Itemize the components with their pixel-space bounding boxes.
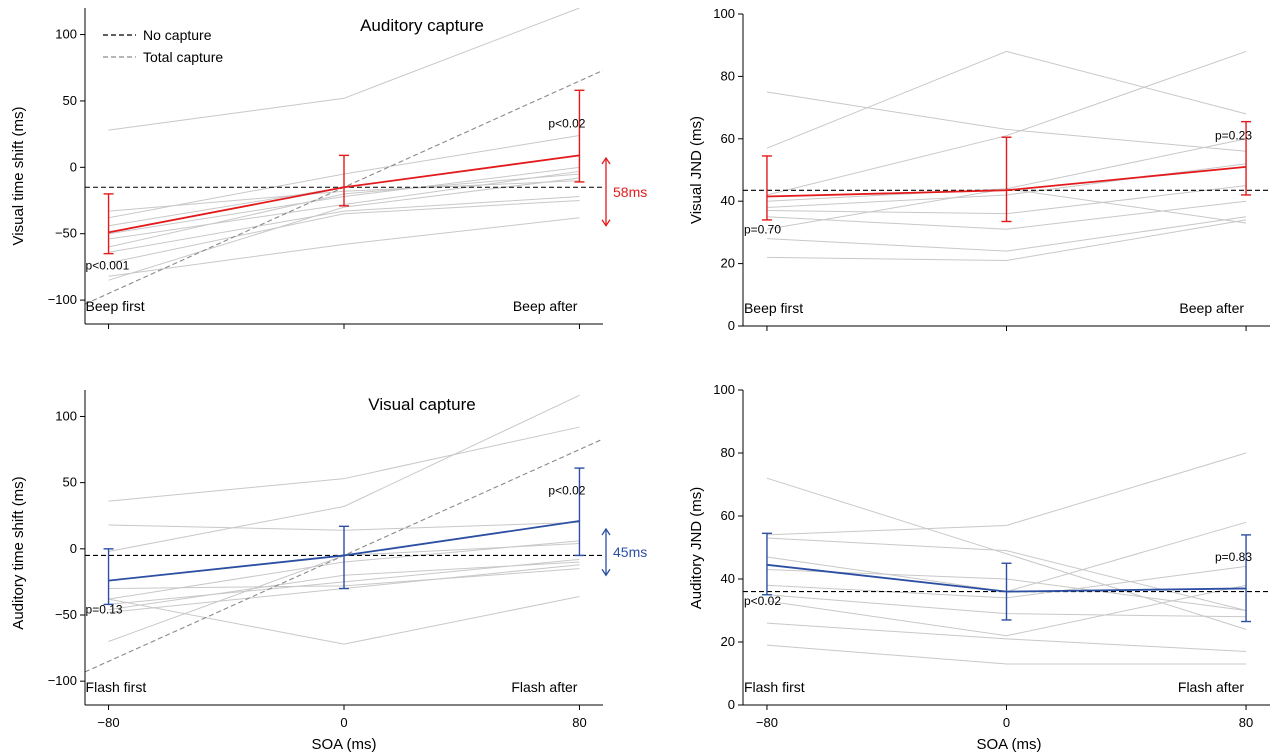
subject-line xyxy=(766,50,1247,149)
subject-line xyxy=(108,394,580,552)
panel-auditory-time-shift: Visual capture Auditory time shift (ms) … xyxy=(10,390,647,753)
subject-line xyxy=(766,584,1247,637)
y-tick-label: −100 xyxy=(48,292,77,307)
y-tick-label: 100 xyxy=(713,6,735,21)
subject-line xyxy=(766,477,1247,630)
y-tick-label: 50 xyxy=(63,475,77,490)
subject-line xyxy=(108,8,580,131)
subject-line xyxy=(108,595,580,645)
x-tick-label: 80 xyxy=(572,715,586,730)
y-tick-label: 60 xyxy=(721,508,735,523)
y-tick-label: −100 xyxy=(48,673,77,688)
subject-line xyxy=(766,644,1247,665)
subject-line xyxy=(108,177,580,281)
p-value-label: p<0.001 xyxy=(86,259,130,273)
y-tick-label: 100 xyxy=(55,408,77,423)
x-tick-label: −80 xyxy=(98,715,120,730)
y-tick-label: 40 xyxy=(721,571,735,586)
subject-line xyxy=(766,200,1247,230)
p-value-label: p<0.02 xyxy=(548,117,585,131)
y-tick-label: 20 xyxy=(721,256,735,271)
y-tick-label: 0 xyxy=(728,318,735,333)
shift-arrow-head-up xyxy=(601,156,611,165)
corner-label-left: Flash first xyxy=(86,679,147,695)
shift-arrow-head-down xyxy=(601,219,611,227)
p-value-label: p=0.13 xyxy=(86,603,123,617)
subject-line xyxy=(766,91,1247,152)
y-tick-label: 60 xyxy=(721,131,735,146)
p-value-label: p=0.23 xyxy=(1215,129,1252,143)
corner-label-right: Beep after xyxy=(1179,300,1244,316)
p-value-label: p<0.02 xyxy=(548,484,585,498)
shift-arrow-head-up xyxy=(601,527,611,536)
y-tick-label: 100 xyxy=(55,27,77,42)
subject-line xyxy=(766,622,1247,652)
corner-label-right: Flash after xyxy=(511,679,577,695)
panel-auditory-jnd: Auditory JND (ms) SOA (ms) 0 20 40 60 80 100 −… xyxy=(688,382,1270,753)
corner-label-right: Beep after xyxy=(513,298,578,314)
subject-line xyxy=(766,50,1247,196)
corner-label-left: Beep first xyxy=(86,298,145,314)
p-value-label: p<0.02 xyxy=(744,594,781,608)
shift-arrow-label: 45ms xyxy=(613,544,647,560)
panel-c-title: Visual capture xyxy=(368,395,475,414)
y-tick-label: −50 xyxy=(55,607,77,622)
y-tick-label: −50 xyxy=(55,226,77,241)
panel-c-ylabel: Auditory time shift (ms) xyxy=(10,476,27,629)
y-tick-label: 0 xyxy=(70,159,77,174)
y-tick-label: 0 xyxy=(70,541,77,556)
subject-line xyxy=(108,217,580,277)
y-tick-label: 50 xyxy=(63,93,77,108)
x-tick-label: 0 xyxy=(1003,715,1010,730)
legend-no-capture-label: No capture xyxy=(143,27,212,43)
y-tick-label: 0 xyxy=(728,697,735,712)
plot-area xyxy=(743,452,1270,665)
panel-b-ylabel: Visual JND (ms) xyxy=(688,116,705,224)
subject-line xyxy=(766,219,1247,261)
panel-d-ylabel: Auditory JND (ms) xyxy=(688,487,705,610)
subject-line xyxy=(766,537,1247,611)
corner-label-left: Flash first xyxy=(744,679,805,695)
panel-a-ylabel: Visual time shift (ms) xyxy=(10,107,27,246)
y-tick-label: 40 xyxy=(721,193,735,208)
subject-line xyxy=(108,196,580,253)
panel-c-xlabel: SOA (ms) xyxy=(311,736,376,753)
subject-line xyxy=(108,426,580,502)
y-tick-label: 20 xyxy=(721,634,735,649)
x-tick-label: −80 xyxy=(756,715,778,730)
subject-line xyxy=(766,216,1247,252)
shift-arrow-head-down xyxy=(601,568,611,577)
subject-line xyxy=(108,200,580,264)
corner-label-right: Flash after xyxy=(1178,679,1244,695)
legend: No capture Total capture xyxy=(103,27,223,65)
y-tick-label: 80 xyxy=(721,68,735,83)
x-tick-label: 80 xyxy=(1239,715,1253,730)
x-tick-label: 0 xyxy=(340,715,347,730)
p-value-label: p=0.70 xyxy=(744,222,781,236)
corner-label-left: Beep first xyxy=(744,300,803,316)
p-value-label: p=0.83 xyxy=(1215,550,1252,564)
legend-total-capture-label: Total capture xyxy=(143,49,223,65)
subject-line xyxy=(766,452,1247,536)
shift-arrow-label: 58ms xyxy=(613,184,647,200)
y-tick-label: 100 xyxy=(713,382,735,397)
panel-visual-jnd: Visual JND (ms) 0 20 40 60 80 100 Beep first Be… xyxy=(688,6,1270,333)
panel-visual-time-shift: Auditory capture Visual time shift (ms) … xyxy=(10,8,647,329)
panel-d-xlabel: SOA (ms) xyxy=(976,736,1041,753)
y-tick-label: 80 xyxy=(721,445,735,460)
panel-a-title: Auditory capture xyxy=(360,16,484,35)
